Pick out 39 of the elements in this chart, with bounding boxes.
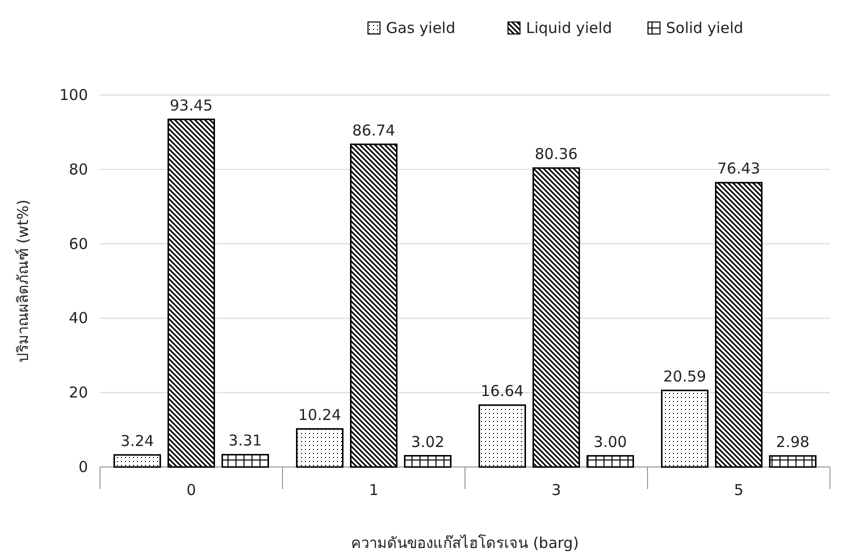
y-tick-label: 80 (68, 160, 88, 178)
y-tick-label: 100 (59, 86, 88, 104)
bar (222, 454, 269, 468)
x-tick-label: 5 (734, 481, 744, 499)
x-tick-label: 0 (186, 481, 196, 499)
bar (715, 182, 762, 468)
y-tick-label: 20 (68, 384, 88, 402)
bar (114, 454, 161, 468)
legend-label: Liquid yield (526, 19, 612, 37)
bar (404, 455, 452, 468)
data-label: 10.24 (298, 406, 342, 424)
legend-label: Solid yield (666, 19, 744, 37)
data-label: 86.74 (352, 121, 396, 140)
y-tick-label: 0 (78, 458, 88, 476)
x-tick-label: 1 (368, 481, 379, 499)
bar (296, 428, 344, 468)
y-axis-title: ปริมาณผลิตภัณฑ์ (wt%) (14, 200, 32, 362)
bar (586, 455, 634, 468)
bar (661, 390, 708, 468)
bar (532, 167, 580, 468)
y-tick-label: 40 (68, 309, 88, 328)
y-tick-label: 60 (68, 234, 88, 253)
bar (168, 118, 215, 468)
bar (769, 455, 816, 468)
bar (478, 404, 526, 468)
x-tick-label: 3 (551, 481, 562, 499)
data-label: 76.43 (717, 160, 760, 178)
data-label: 3.24 (120, 432, 154, 450)
data-label: 93.45 (170, 96, 213, 114)
data-label: 3.00 (594, 432, 627, 451)
legend-label: Gas yield (386, 19, 456, 37)
x-axis-title: ความดันของแก๊สไฮโดรเจน (barg) (351, 534, 579, 552)
data-label: 20.59 (663, 367, 706, 386)
data-label: 80.36 (534, 145, 578, 164)
data-label: 3.02 (411, 432, 444, 451)
data-label: 3.31 (228, 432, 262, 450)
data-label: 2.98 (776, 432, 810, 451)
data-label: 16.64 (480, 382, 524, 400)
bar (350, 144, 398, 468)
